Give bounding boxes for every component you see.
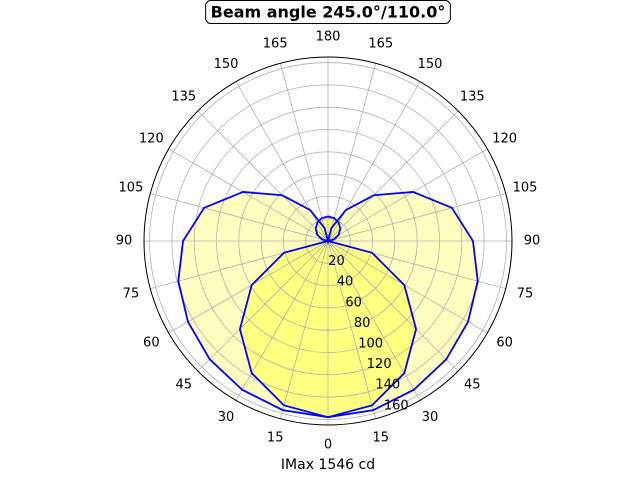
grid-spoke <box>327 148 488 242</box>
grid-spoke <box>279 63 329 242</box>
grid-spoke <box>327 192 506 242</box>
grid-spoke <box>150 192 329 242</box>
grid-spoke <box>327 63 377 242</box>
polar-spine <box>143 56 513 426</box>
x-axis-label: IMax 1546 cd <box>281 457 375 473</box>
grid-spoke <box>327 240 459 372</box>
grid-spoke <box>327 110 459 242</box>
theta-tick-label: 75 <box>517 286 534 301</box>
theta-tick-label: 30 <box>422 410 439 425</box>
r-tick-label: 60 <box>345 295 362 310</box>
theta-tick-label: 75 <box>123 286 140 301</box>
theta-tick-label: 60 <box>496 336 513 351</box>
theta-tick-label: 165 <box>368 36 393 51</box>
plot-area: 0 15 30 45 60 75 90 105 120 135 150 165 180 165 150 135… <box>116 30 541 453</box>
theta-tick-label: 105 <box>119 181 144 196</box>
theta-tick-label: 120 <box>139 132 164 147</box>
r-tick-label: 140 <box>375 378 400 393</box>
theta-tick-label: 120 <box>492 132 517 147</box>
theta-tick-label: 90 <box>524 234 541 249</box>
theta-tick-label: 0 <box>324 438 332 453</box>
theta-tick-label: 15 <box>267 431 284 446</box>
grid-spoke <box>197 110 329 242</box>
r-tick-label: 120 <box>367 357 392 372</box>
grid-spoke <box>197 240 329 372</box>
theta-tick-label: 135 <box>171 89 196 104</box>
grid-spoke <box>279 240 329 419</box>
chart-title: Beam angle 245.0°/110.0° <box>211 3 446 22</box>
theta-tick-label: 60 <box>143 336 160 351</box>
theta-tick-label: 180 <box>316 30 341 45</box>
r-tick-label: 160 <box>384 398 409 413</box>
theta-tick-label: 150 <box>214 57 239 72</box>
theta-tick-label: 45 <box>175 378 192 393</box>
r-tick-label: 20 <box>328 254 345 269</box>
theta-tick-label: 45 <box>464 378 481 393</box>
theta-tick-label: 150 <box>418 57 443 72</box>
grid-spoke <box>327 240 377 419</box>
grid-spoke <box>168 148 329 242</box>
beam-line <box>238 215 418 419</box>
theta-tick-label: 90 <box>116 234 133 249</box>
title-box <box>205 0 451 24</box>
theta-tick-label: 135 <box>460 89 485 104</box>
grid-spoke <box>327 240 488 334</box>
r-tick-label: 40 <box>337 275 354 290</box>
theta-tick-label: 165 <box>263 36 288 51</box>
grid-spoke <box>168 240 329 334</box>
r-tick-label: 100 <box>358 337 383 352</box>
theta-tick-label: 105 <box>513 181 538 196</box>
r-tick-label: 80 <box>354 316 371 331</box>
theta-tick-label: 30 <box>218 410 235 425</box>
theta-tick-label: 15 <box>373 431 390 446</box>
